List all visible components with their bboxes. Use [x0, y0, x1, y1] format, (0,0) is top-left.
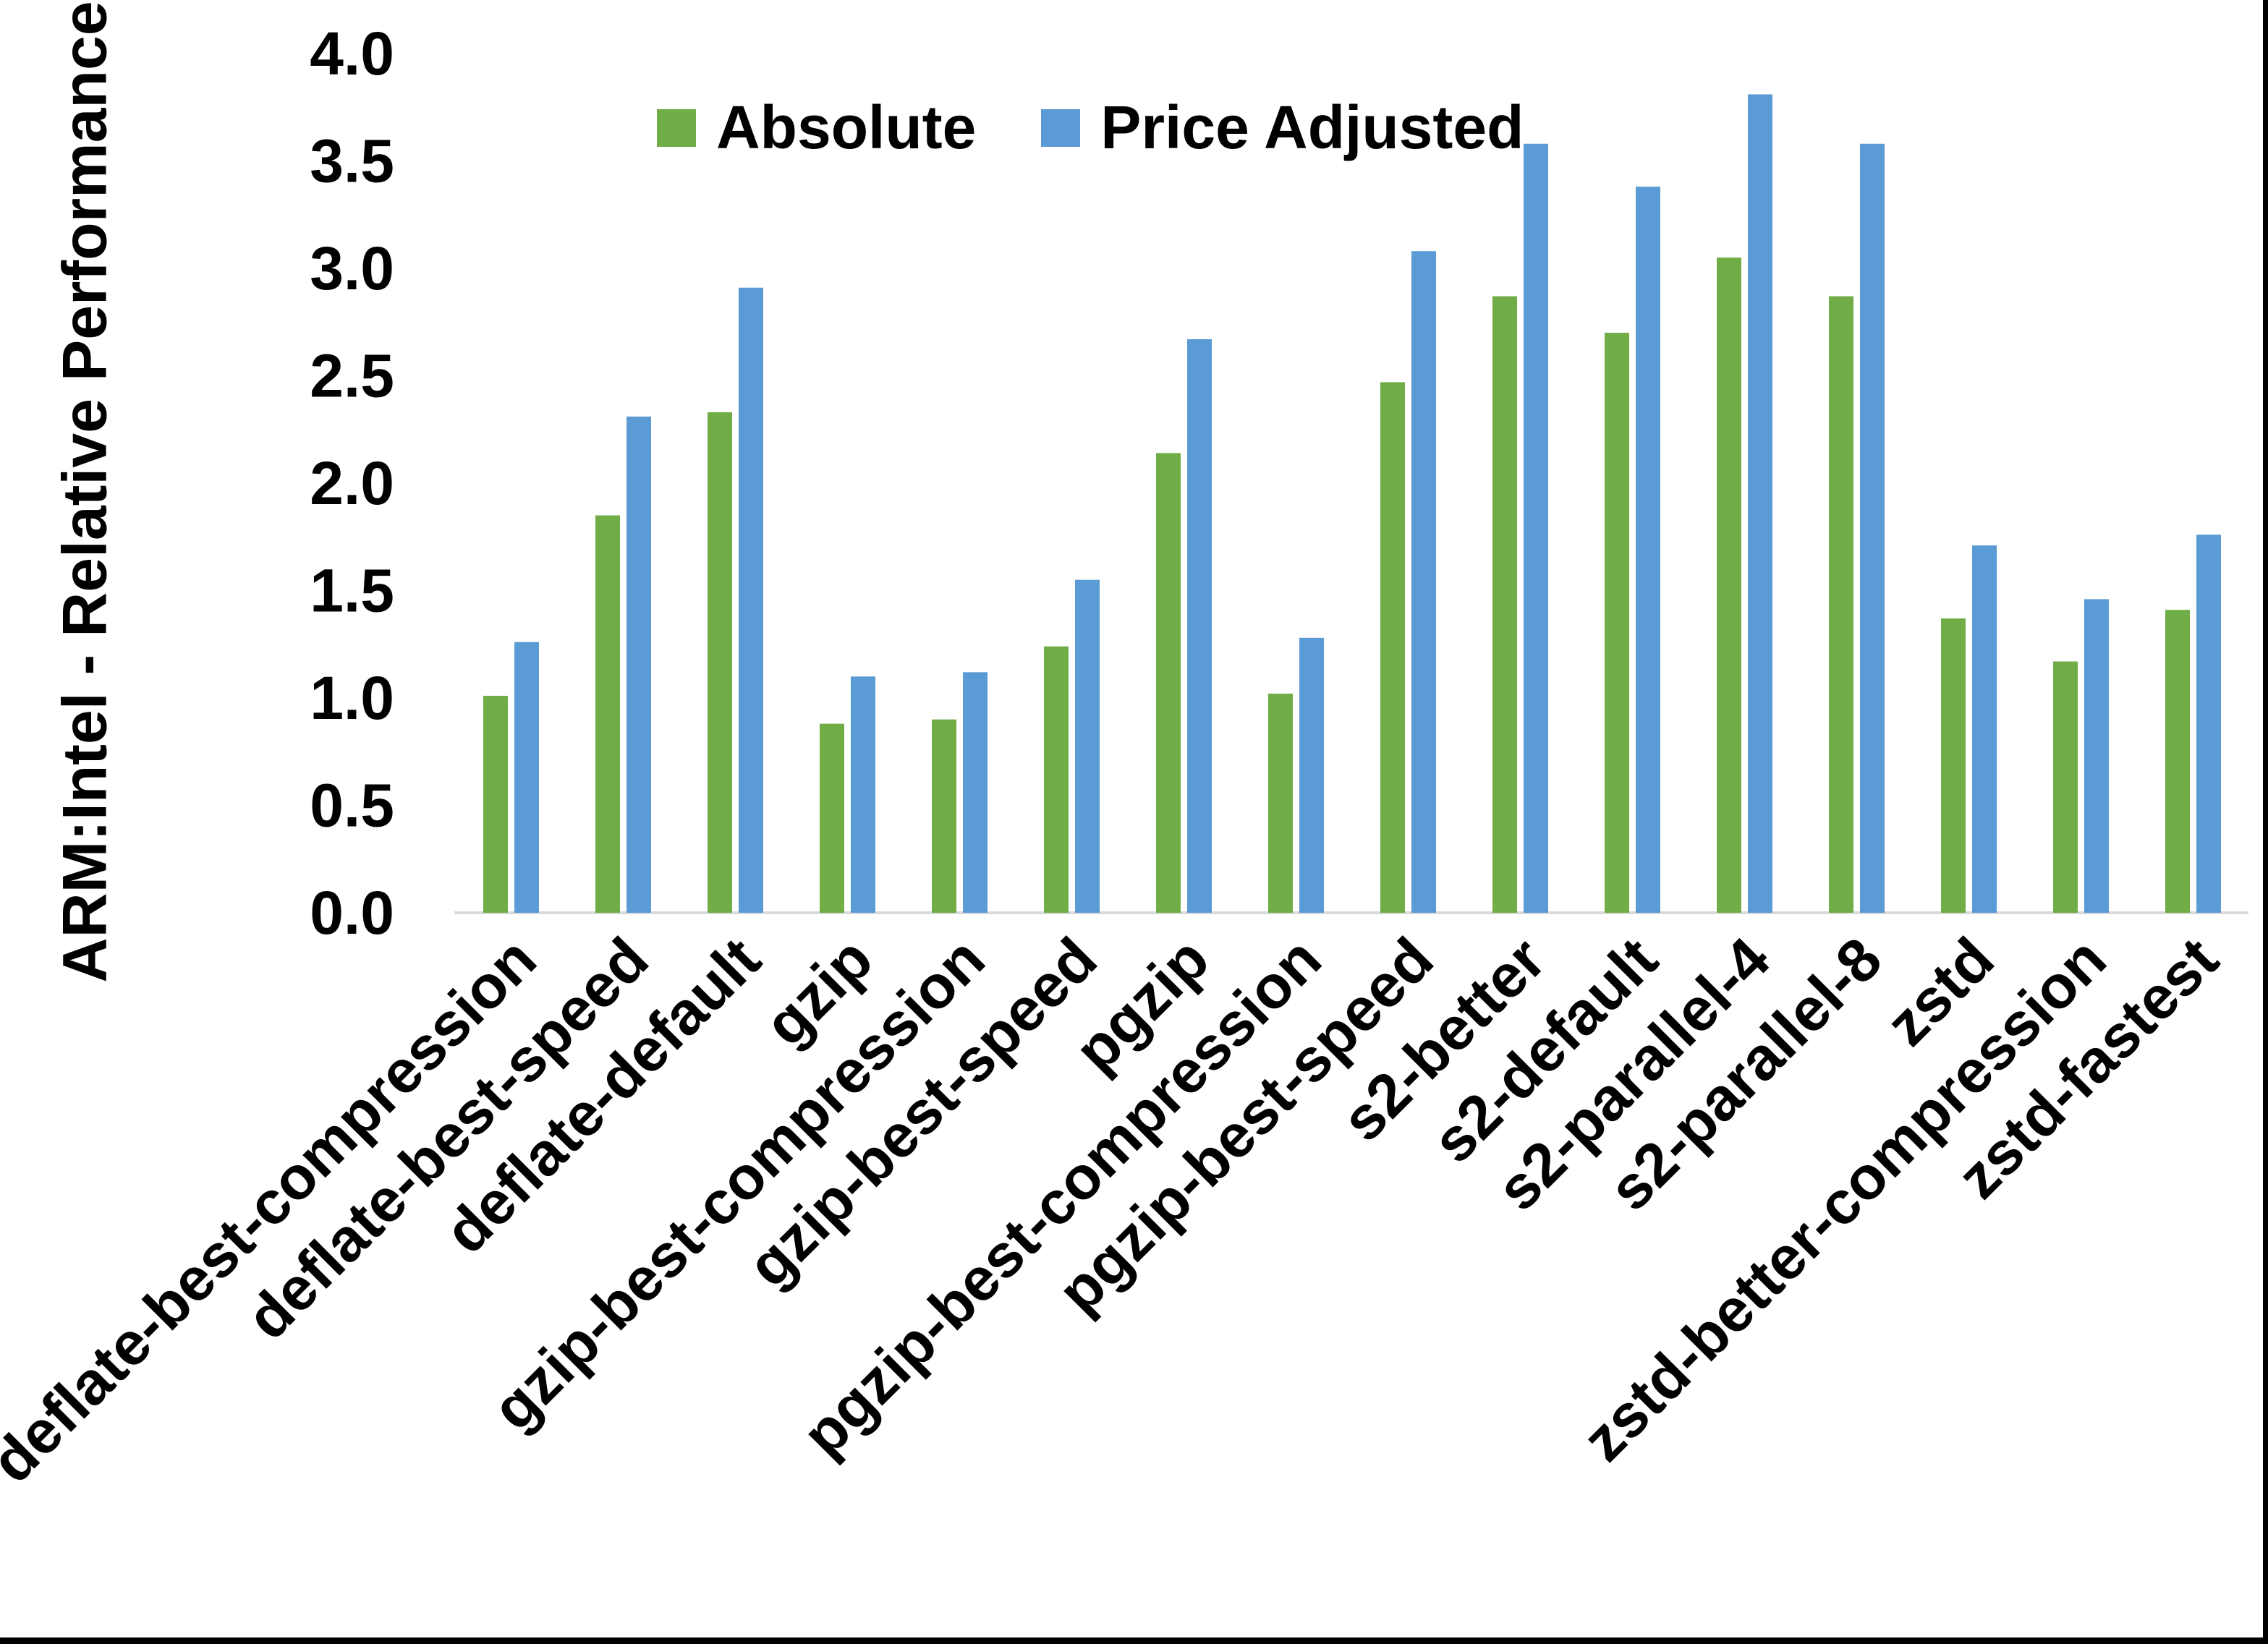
bar-price-adjusted-gzip-best-compression	[963, 672, 988, 913]
bar-price-adjusted-deflate-best-speed	[627, 416, 651, 913]
window-border-right	[2263, 0, 2268, 1644]
window-border-bottom	[0, 1637, 2268, 1644]
bar-price-adjusted-zstd-better-compression	[2084, 599, 2109, 913]
bar-price-adjusted-zstd-fastest	[2196, 534, 2221, 913]
y-tick-label-0.5: 0.5	[310, 772, 394, 840]
y-tick-label-2.0: 2.0	[310, 449, 394, 517]
bar-price-adjusted-pgzip	[1187, 339, 1212, 913]
bar-absolute-deflate-best-speed	[595, 515, 620, 913]
bar-absolute-s2-better	[1492, 296, 1517, 913]
bar-absolute-gzip	[820, 723, 844, 913]
legend-item-price-adjusted: Price Adjusted	[1041, 93, 1524, 163]
bar-price-adjusted-s2-better	[1524, 143, 1548, 913]
legend-item-absolute: Absolute	[657, 93, 976, 163]
legend-label-absolute: Absolute	[716, 93, 977, 161]
legend-swatch-price-adjusted-icon	[1041, 108, 1081, 147]
bar-price-adjusted-gzip-best-speed	[1075, 579, 1100, 913]
y-tick-label-0.0: 0.0	[310, 879, 394, 947]
bar-price-adjusted-pgzip-best-compression	[1299, 637, 1324, 913]
y-tick-label-2.5: 2.5	[310, 342, 394, 410]
y-axis-title: ARM:Intel - Relative Performance	[50, 1, 120, 983]
y-tick-label-3.5: 3.5	[310, 127, 394, 195]
bar-absolute-gzip-best-speed	[1044, 646, 1069, 913]
bar-absolute-pgzip-best-speed	[1380, 382, 1405, 913]
legend-swatch-absolute-icon	[657, 108, 696, 147]
bar-price-adjusted-deflate-default	[739, 287, 763, 913]
legend-label-price-adjusted: Price Adjusted	[1100, 93, 1524, 161]
bar-price-adjusted-pgzip-best-speed	[1411, 251, 1436, 913]
legend: Absolute Price Adjusted	[657, 93, 1524, 163]
bar-absolute-pgzip-best-compression	[1268, 694, 1293, 913]
bar-absolute-deflate-default	[708, 412, 732, 913]
bar-price-adjusted-s2-parallel-4	[1748, 94, 1772, 913]
bar-price-adjusted-zstd	[1972, 545, 1997, 913]
bar-absolute-s2-parallel-8	[1829, 296, 1853, 913]
bar-price-adjusted-gzip	[851, 676, 875, 913]
y-tick-label-4.0: 4.0	[310, 20, 394, 88]
bar-absolute-gzip-best-compression	[932, 719, 956, 913]
bar-absolute-zstd-better-compression	[2053, 661, 2078, 913]
bar-absolute-deflate-best-compression	[483, 696, 508, 913]
bar-absolute-zstd	[1941, 618, 1966, 913]
y-tick-label-1.0: 1.0	[310, 664, 394, 732]
bar-absolute-s2-default	[1605, 333, 1629, 913]
y-tick-label-3.0: 3.0	[310, 234, 394, 302]
bar-price-adjusted-s2-parallel-8	[1860, 143, 1885, 913]
y-tick-label-1.5: 1.5	[310, 557, 394, 625]
bar-price-adjusted-deflate-best-compression	[514, 642, 539, 913]
bar-absolute-s2-parallel-4	[1717, 257, 1741, 913]
bar-absolute-pgzip	[1156, 453, 1181, 913]
bar-price-adjusted-s2-default	[1636, 187, 1660, 913]
bar-absolute-zstd-fastest	[2165, 610, 2190, 913]
